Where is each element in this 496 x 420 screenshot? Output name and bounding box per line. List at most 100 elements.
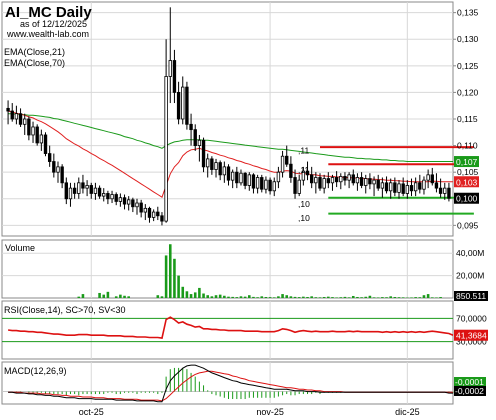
rsi-pane-label: RSI(Close,14), SC>70, SV<30 <box>4 305 126 315</box>
candle-body <box>27 118 31 136</box>
candle-body <box>405 185 410 194</box>
volume-bar <box>410 297 413 298</box>
volume-bar <box>306 296 309 298</box>
candle-body <box>339 176 343 183</box>
candle-body <box>147 207 152 218</box>
candle-body <box>197 139 202 146</box>
price-annotation: ,10 <box>298 199 310 209</box>
x-tick-label: nov-25 <box>256 407 284 417</box>
volume-bar <box>310 296 313 298</box>
candle-body <box>351 174 355 184</box>
candle-body <box>355 177 360 184</box>
rsi-line <box>7 316 454 339</box>
macd-pane-label: MACD(12,26,9) <box>4 366 67 376</box>
candle-body <box>206 158 210 168</box>
ema21-line <box>7 110 454 198</box>
candle-body <box>218 162 222 176</box>
candle-body <box>372 179 376 185</box>
candle-body <box>260 177 264 190</box>
candle-body <box>230 171 235 181</box>
price-last-label: 0,107 <box>456 157 478 167</box>
candle-body <box>334 177 339 183</box>
candle-body <box>6 107 10 112</box>
volume-bar <box>381 297 384 298</box>
price-tick-label: 0,130 <box>457 34 479 44</box>
candle-body <box>18 113 23 125</box>
volume-bar <box>335 297 338 298</box>
candle-body <box>39 134 44 144</box>
volume-bar <box>347 297 351 298</box>
volume-bar <box>235 297 239 298</box>
price-tick-label: 0,110 <box>457 141 478 151</box>
candle-body <box>226 166 231 181</box>
rsi-last-label-box <box>454 329 488 341</box>
candle-body <box>60 166 64 184</box>
price-annotation: ,11 <box>298 165 309 175</box>
volume-bar <box>327 296 330 298</box>
volume-bar <box>418 297 422 298</box>
candle-body <box>131 199 135 208</box>
candle-body <box>239 172 243 184</box>
candle-body <box>314 177 318 184</box>
candle-body <box>110 194 114 200</box>
volume-bar <box>351 295 355 298</box>
candle-body <box>318 177 322 189</box>
candle-body <box>247 174 251 186</box>
candle-body <box>289 163 293 178</box>
volume-bar <box>314 297 318 298</box>
candle-body <box>106 193 110 200</box>
candle-body <box>280 155 285 173</box>
volume-bar <box>289 296 293 298</box>
candle-body <box>164 76 168 222</box>
volume-bar <box>252 296 255 298</box>
volume-bar <box>260 296 264 298</box>
candle-body <box>89 185 93 194</box>
volume-bar <box>318 297 322 298</box>
volume-bar <box>185 291 189 298</box>
candle-body <box>264 179 268 190</box>
candle-body <box>434 182 439 189</box>
volume-bar <box>114 296 118 298</box>
volume-bar <box>181 286 185 298</box>
candle-body <box>52 161 56 173</box>
candle-body <box>251 174 256 189</box>
candle-body <box>401 183 405 194</box>
candle-body <box>102 193 106 197</box>
candle-body <box>14 113 19 120</box>
candle-body <box>168 60 172 77</box>
volume-bar <box>127 296 130 298</box>
volume-bar <box>177 275 180 298</box>
candle-body <box>77 182 81 194</box>
volume-bar <box>248 295 251 298</box>
volume-bar <box>401 297 405 298</box>
candle-body <box>185 86 189 125</box>
macd-last-label-box <box>454 377 486 387</box>
volume-bar <box>123 295 126 298</box>
candle-body <box>176 92 181 120</box>
legend-ema21: EMA(Close,21) <box>4 47 65 57</box>
candle-body <box>160 215 164 222</box>
candle-body <box>426 174 430 181</box>
candle-body <box>126 199 131 205</box>
rsi-tick-label: 30,0000 <box>456 337 487 347</box>
volume-bar <box>343 296 347 298</box>
candle-body <box>235 171 239 184</box>
volume-bar <box>218 294 222 298</box>
volume-bar <box>364 296 368 298</box>
candle-body <box>135 202 139 208</box>
candle-body <box>413 182 418 192</box>
candle-body <box>93 187 98 194</box>
volume-bar <box>426 294 430 298</box>
volume-bar <box>264 296 268 298</box>
x-tick-label: oct-25 <box>79 407 104 417</box>
volume-bar <box>223 295 226 298</box>
candle-body <box>31 126 35 136</box>
candle-body <box>97 187 102 197</box>
rsi-last-label: 41,3684 <box>456 331 487 341</box>
macd-last-label-box <box>454 386 486 396</box>
candle-body <box>47 153 52 162</box>
candle-body <box>118 197 123 202</box>
volume-bar <box>339 297 343 298</box>
volume-bar <box>160 296 164 298</box>
chart-subtitle: as of 12/12/2025 <box>20 19 87 29</box>
